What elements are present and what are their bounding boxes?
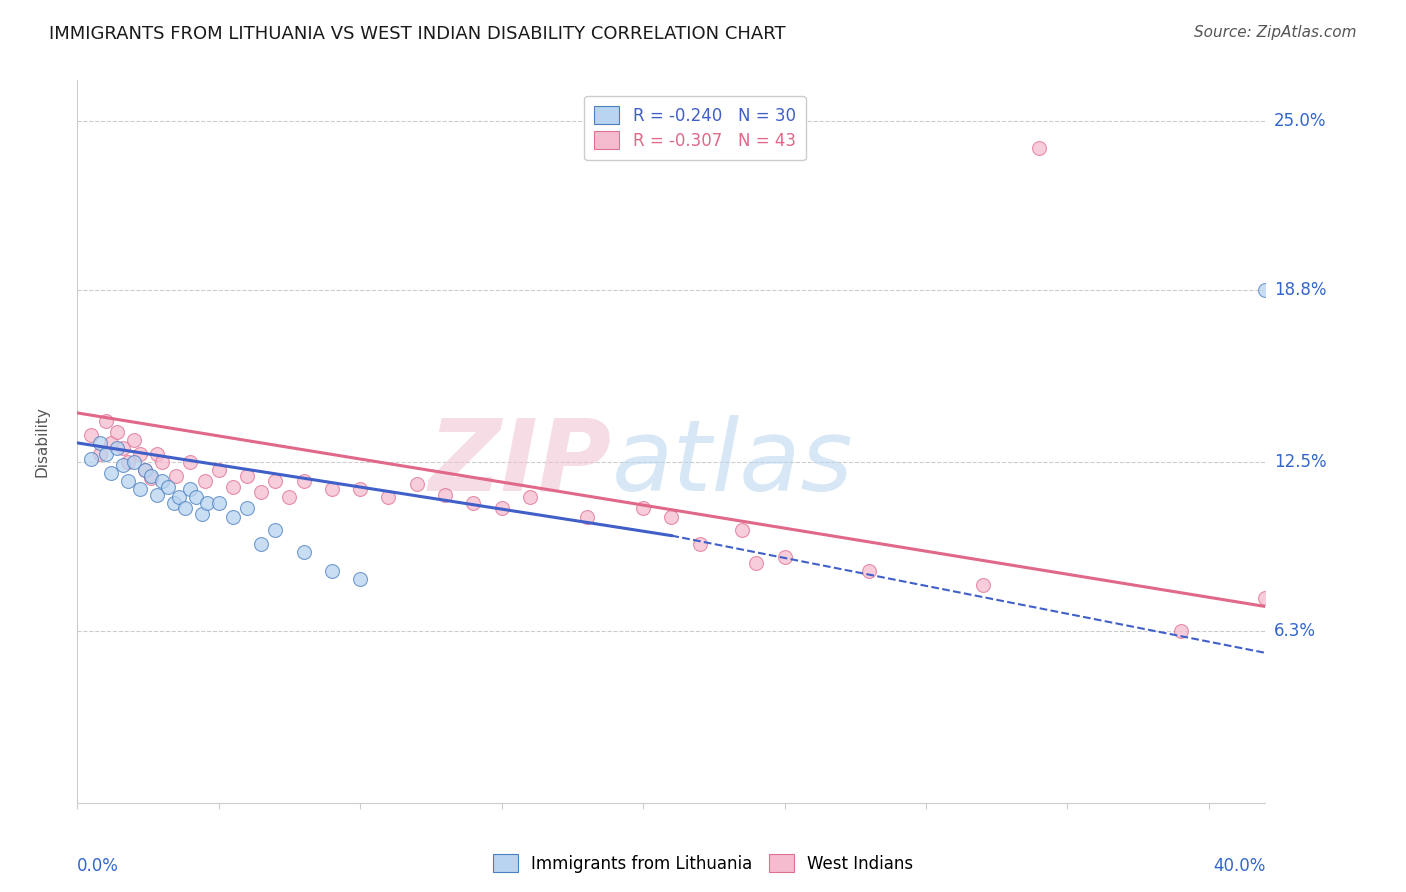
Point — [463, 496, 485, 510]
Point — [100, 436, 122, 450]
Point — [208, 496, 231, 510]
Point — [264, 523, 287, 537]
Point — [89, 436, 111, 450]
Point — [80, 452, 103, 467]
Text: 18.8%: 18.8% — [1274, 281, 1326, 299]
Point — [222, 479, 245, 493]
Point — [1254, 283, 1277, 297]
Point — [491, 501, 513, 516]
Point — [134, 463, 156, 477]
Point — [139, 471, 162, 485]
Text: 40.0%: 40.0% — [1213, 857, 1265, 875]
Point — [111, 442, 134, 456]
Point — [167, 491, 190, 505]
Point — [94, 414, 117, 428]
Point — [292, 545, 315, 559]
Point — [111, 458, 134, 472]
Point — [264, 474, 287, 488]
Point — [519, 491, 541, 505]
Legend: R = -0.240   N = 30, R = -0.307   N = 43: R = -0.240 N = 30, R = -0.307 N = 43 — [585, 95, 806, 160]
Point — [122, 455, 145, 469]
Text: Source: ZipAtlas.com: Source: ZipAtlas.com — [1194, 25, 1357, 40]
Point — [631, 501, 654, 516]
Point — [145, 488, 167, 502]
Point — [349, 572, 371, 586]
Point — [321, 564, 343, 578]
Text: IMMIGRANTS FROM LITHUANIA VS WEST INDIAN DISABILITY CORRELATION CHART: IMMIGRANTS FROM LITHUANIA VS WEST INDIAN… — [49, 25, 786, 43]
Point — [156, 479, 179, 493]
Text: atlas: atlas — [612, 415, 853, 512]
Point — [222, 509, 245, 524]
Point — [191, 507, 214, 521]
Point — [575, 509, 598, 524]
Point — [349, 482, 371, 496]
Point — [434, 488, 457, 502]
Point — [100, 466, 122, 480]
Point — [321, 482, 343, 496]
Point — [377, 491, 399, 505]
Point — [150, 474, 173, 488]
Point — [105, 442, 128, 456]
Text: 6.3%: 6.3% — [1274, 622, 1316, 640]
Point — [208, 463, 231, 477]
Point — [661, 509, 683, 524]
Point — [165, 468, 187, 483]
Point — [197, 496, 219, 510]
Text: 12.5%: 12.5% — [1274, 453, 1326, 471]
Point — [1254, 591, 1277, 606]
Point — [80, 427, 103, 442]
Point — [745, 556, 768, 570]
Point — [250, 485, 273, 500]
Point — [773, 550, 796, 565]
Text: 25.0%: 25.0% — [1274, 112, 1326, 130]
Point — [278, 491, 301, 505]
Point — [162, 496, 184, 510]
Point — [150, 455, 173, 469]
Text: 0.0%: 0.0% — [77, 857, 120, 875]
Point — [972, 577, 994, 591]
Point — [94, 447, 117, 461]
Point — [689, 537, 711, 551]
Point — [731, 523, 754, 537]
Point — [89, 447, 111, 461]
Point — [292, 474, 315, 488]
Point — [858, 564, 880, 578]
Point — [173, 501, 195, 516]
Point — [405, 476, 427, 491]
Point — [179, 455, 201, 469]
Point — [236, 501, 259, 516]
Point — [186, 491, 208, 505]
Point — [117, 474, 139, 488]
Point — [128, 447, 150, 461]
Point — [139, 468, 162, 483]
Text: Disability: Disability — [34, 406, 49, 477]
Point — [145, 447, 167, 461]
Point — [117, 455, 139, 469]
Point — [250, 537, 273, 551]
Point — [128, 482, 150, 496]
Point — [134, 463, 156, 477]
Point — [122, 433, 145, 447]
Text: ZIP: ZIP — [429, 415, 612, 512]
Point — [179, 482, 201, 496]
Point — [1170, 624, 1192, 638]
Point — [194, 474, 217, 488]
Point — [1028, 141, 1050, 155]
Point — [105, 425, 128, 439]
Point — [236, 468, 259, 483]
Legend: Immigrants from Lithuania, West Indians: Immigrants from Lithuania, West Indians — [486, 847, 920, 880]
